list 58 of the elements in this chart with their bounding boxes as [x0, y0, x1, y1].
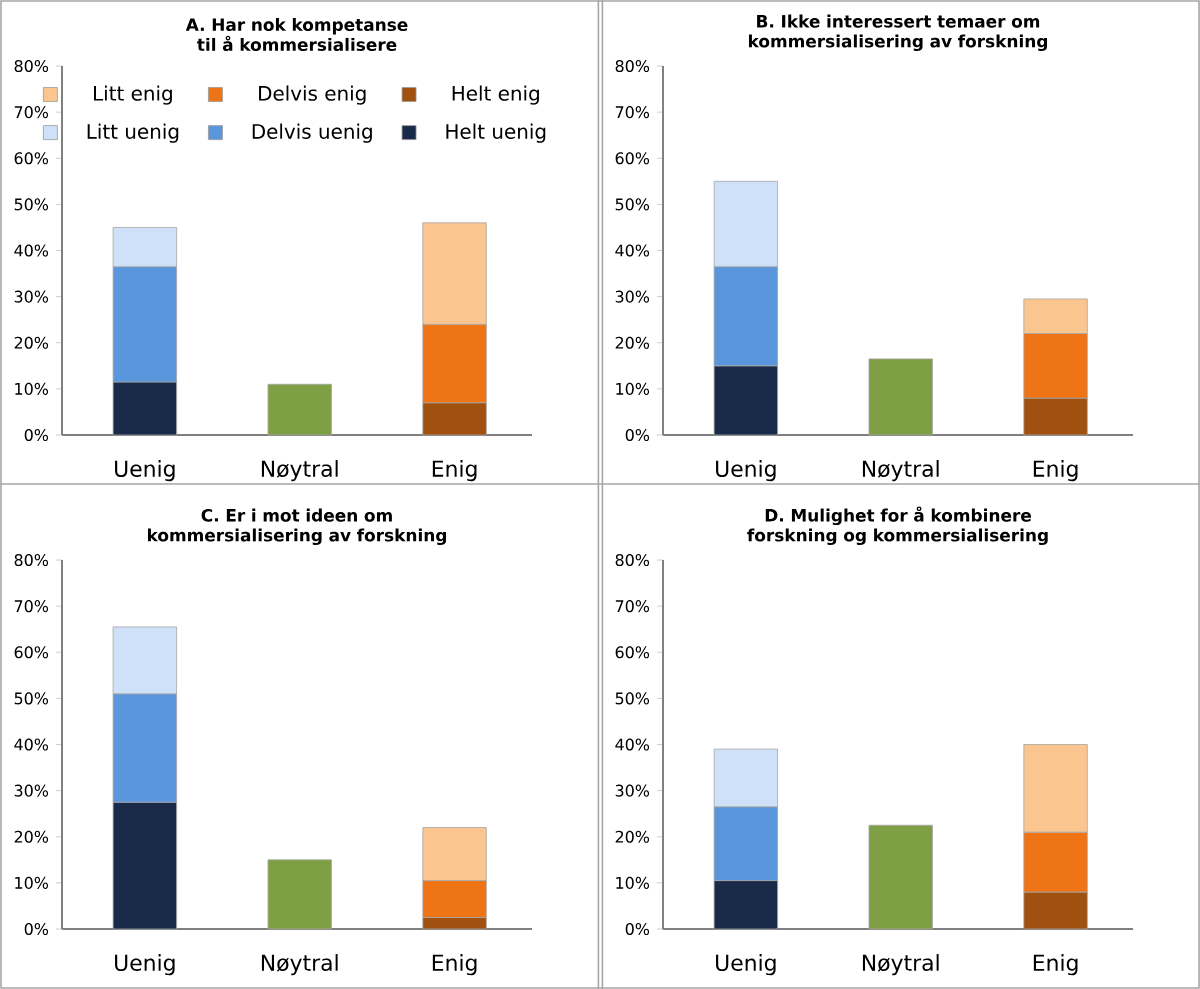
y-tick-label: 0%: [625, 922, 650, 936]
y-tick-label: 40%: [615, 738, 650, 751]
x-tick-label: Nøytral: [261, 954, 338, 976]
y-tick-label: 60%: [14, 152, 49, 165]
y-tick-label: 50%: [14, 692, 49, 705]
y-tick-label: 70%: [14, 600, 49, 613]
y-tick-label: 0%: [24, 922, 49, 936]
y-tick-label: 50%: [14, 198, 49, 211]
y-tick-label: 30%: [615, 784, 650, 797]
x-tick-label: Uenig: [716, 954, 776, 976]
x-tick-label: Nøytral: [261, 460, 338, 482]
legend-label: Litt uenig: [87, 123, 179, 143]
y-tick-label: 70%: [14, 106, 49, 119]
x-tick-label: Uenig: [115, 954, 175, 976]
y-tick-label: 20%: [14, 830, 49, 843]
x-tick-label: Nøytral: [862, 460, 939, 482]
y-tick-label: 70%: [615, 600, 650, 613]
y-tick-label: 10%: [616, 876, 650, 889]
legend-label: Delvis uenig: [252, 123, 372, 143]
legend-label: Litt enig: [94, 85, 172, 105]
y-tick-label: 0%: [24, 428, 49, 442]
y-tick-label: 30%: [615, 290, 650, 303]
y-tick-label: 20%: [615, 830, 650, 843]
chart-title: D. Mulighet for å kombinere forskning og kommersialisering: [747, 506, 1048, 546]
y-tick-label: 50%: [615, 198, 650, 211]
y-tick-label: 80%: [615, 59, 650, 73]
y-tick-label: 20%: [14, 336, 49, 349]
x-tick-label: Uenig: [115, 460, 175, 482]
y-tick-label: 30%: [14, 290, 49, 303]
legend-label: Helt uenig: [446, 123, 546, 143]
y-tick-label: 40%: [14, 738, 49, 751]
x-tick-label: Enig: [432, 954, 477, 976]
y-tick-label: 60%: [14, 646, 49, 659]
y-tick-label: 10%: [15, 382, 49, 395]
y-tick-label: 0%: [625, 428, 650, 442]
chart-title: A. Har nok kompetanse til å kommersialisere: [185, 17, 408, 52]
y-tick-label: 60%: [615, 646, 650, 659]
chart-title: C. Er i mot ideen om kommersialisering av forskning: [147, 508, 447, 546]
legend-label: Delvis enig: [259, 85, 366, 105]
x-tick-label: Enig: [1033, 460, 1078, 482]
y-tick-label: 80%: [615, 553, 650, 567]
y-tick-label: 10%: [616, 382, 650, 395]
y-tick-label: 70%: [615, 106, 650, 119]
y-tick-label: 40%: [615, 244, 650, 257]
y-tick-label: 10%: [15, 876, 49, 889]
x-tick-label: Enig: [1033, 954, 1078, 976]
y-tick-label: 80%: [14, 59, 49, 73]
y-tick-label: 40%: [14, 244, 49, 257]
y-tick-label: 60%: [615, 152, 650, 165]
y-tick-label: 50%: [615, 692, 650, 705]
y-tick-label: 80%: [14, 553, 49, 567]
x-tick-label: Nøytral: [862, 954, 939, 976]
x-tick-label: Uenig: [716, 460, 776, 482]
chart-title: B. Ikke interessert temaer om kommersialisering av forskning: [748, 14, 1048, 52]
y-tick-label: 20%: [615, 336, 650, 349]
legend-label: Helt enig: [452, 85, 539, 105]
x-tick-label: Enig: [432, 460, 477, 482]
y-tick-label: 30%: [14, 784, 49, 797]
